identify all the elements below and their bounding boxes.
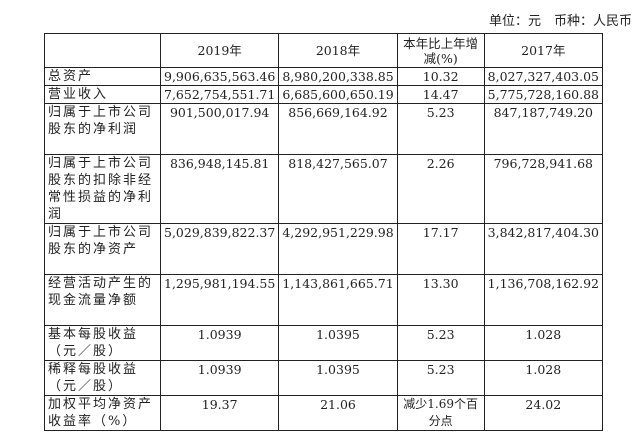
value-cell: 856,669,164.92 (278, 103, 398, 155)
value-cell: 901,500,017.94 (159, 103, 280, 155)
row-label: 基本每股收益（元／股） (44, 325, 161, 361)
value-cell: 1,295,981,194.55 (159, 274, 280, 326)
value-cell: 4,292,951,229.98 (278, 223, 398, 275)
value-cell: 5.23 (396, 103, 485, 155)
table-row: 基本每股收益（元／股） 1.0939 1.0395 5.23 1.028 (44, 325, 603, 361)
table-row: 归属于上市公司股东的净利润 901,500,017.94 856,669,164.9… (44, 103, 603, 155)
value-cell: 14.47 (396, 85, 485, 104)
value-cell: 1.0395 (278, 360, 398, 396)
value-cell: 847,187,749.20 (483, 103, 603, 155)
header-cell: 本年比上年增减(%) (396, 33, 485, 68)
value-cell: 19.37 (159, 395, 280, 431)
row-label: 总资产 (44, 67, 161, 86)
table-row: 总资产 9,906,635,563.46 8,980,200,338.85 10.32… (44, 67, 603, 86)
value-cell: 2.26 (396, 154, 485, 224)
value-cell: 5,029,839,822.37 (159, 223, 280, 275)
value-cell: 9,906,635,563.46 (159, 67, 280, 86)
table-row: 经营活动产生的现金流量净额 1,295,981,194.55 1,143,861,6… (44, 274, 603, 326)
value-cell: 5.23 (396, 360, 485, 396)
value-cell: 1,143,861,665.71 (278, 274, 398, 326)
value-cell: 1.0939 (159, 360, 280, 396)
financial-table: 2019年 2018年 本年比上年增减(%) 2017年 总资产 9,906,63… (44, 33, 603, 431)
value-cell: 818,427,565.07 (278, 154, 398, 224)
value-cell: 796,728,941.68 (483, 154, 603, 224)
value-cell: 3,842,817,404.30 (483, 223, 603, 275)
value-cell: 1.0939 (159, 325, 280, 361)
value-cell: 13.30 (396, 274, 485, 326)
value-cell: 1,136,708,162.92 (483, 274, 603, 326)
row-label: 营业收入 (44, 85, 161, 104)
value-cell: 5,775,728,160.88 (483, 85, 603, 104)
value-cell: 1.028 (483, 325, 603, 361)
value-cell: 6,685,600,650.19 (278, 85, 398, 104)
unit-note: 单位：元 币种：人民币 (488, 14, 632, 29)
table-row: 归属于上市公司股东的净资产 5,029,839,822.37 4,292,951,2… (44, 223, 603, 275)
value-cell: 减少1.69个百分点 (396, 395, 485, 431)
row-label: 稀释每股收益（元／股） (44, 360, 161, 396)
value-cell: 17.17 (396, 223, 485, 275)
value-cell: 7,652,754,551.71 (159, 85, 280, 104)
table-row: 归属于上市公司股东的扣除非经常性损益的净利润 836,948,145.81 818,… (44, 154, 603, 224)
table-row: 营业收入 7,652,754,551.71 6,685,600,650.19 14.4… (44, 85, 603, 104)
row-label: 经营活动产生的现金流量净额 (44, 274, 161, 326)
row-label: 加权平均净资产收益率（%） (44, 395, 161, 431)
value-cell: 21.06 (278, 395, 398, 431)
header-cell (44, 33, 161, 68)
header-cell: 2018年 (278, 33, 398, 68)
row-label: 归属于上市公司股东的净利润 (44, 103, 161, 155)
table-row: 稀释每股收益（元／股） 1.0939 1.0395 5.23 1.028 (44, 360, 603, 396)
value-cell: 24.02 (483, 395, 603, 431)
table-header-row: 2019年 2018年 本年比上年增减(%) 2017年 (44, 33, 603, 68)
header-cell: 2019年 (159, 33, 280, 68)
header-cell: 2017年 (483, 33, 603, 68)
value-cell: 1.028 (483, 360, 603, 396)
value-cell: 836,948,145.81 (159, 154, 280, 224)
value-cell: 1.0395 (278, 325, 398, 361)
value-cell: 8,980,200,338.85 (278, 67, 398, 86)
value-cell: 10.32 (396, 67, 485, 86)
row-label: 归属于上市公司股东的扣除非经常性损益的净利润 (44, 154, 161, 224)
value-cell: 5.23 (396, 325, 485, 361)
row-label: 归属于上市公司股东的净资产 (44, 223, 161, 275)
value-cell: 8,027,327,403.05 (483, 67, 603, 86)
table-row: 加权平均净资产收益率（%） 19.37 21.06 减少1.69个百分点 24.02 (44, 395, 603, 431)
